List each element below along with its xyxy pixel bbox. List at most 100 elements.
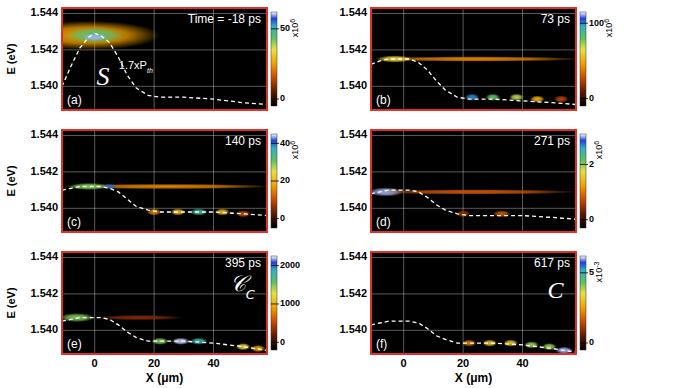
grid-line-x [522, 252, 523, 354]
annotation: S [97, 62, 110, 91]
grid-line-x [463, 252, 464, 354]
x-tick-label: 0 [401, 357, 407, 369]
panel-frame [371, 130, 576, 232]
potential-curve [371, 321, 576, 352]
colorbar [580, 12, 586, 106]
colorbar-scale-base: x10 [604, 23, 614, 38]
colorbar-scale: x106 [289, 141, 301, 160]
y-axis-title: E (eV) [5, 43, 17, 75]
colorbar-tick [271, 342, 279, 343]
y-tick-label: 1.540 [30, 201, 58, 213]
y-tick-label: 1.540 [339, 323, 367, 335]
y-tick-label: 1.542 [30, 43, 58, 55]
panel-frame [62, 252, 267, 354]
y-tick-label: 1.540 [30, 79, 58, 91]
colorbar-scale: x106 [289, 19, 301, 38]
colorbar-tick [271, 218, 279, 219]
colorbar-scale-exp: 6 [289, 19, 296, 23]
emission-spot [493, 210, 511, 217]
x-tick-label: 40 [516, 357, 528, 369]
colorbar-tick [580, 219, 588, 220]
emission-spot [65, 27, 124, 43]
emission-spot [503, 339, 518, 346]
annotation: 𝒞C [230, 271, 256, 302]
y-axis-title: E (eV) [5, 287, 17, 319]
emission-spot [190, 338, 208, 345]
grid-line-y [371, 171, 576, 172]
time-label: 73 ps [541, 12, 570, 26]
y-tick-label: 1.540 [339, 201, 367, 213]
plot-area [371, 8, 576, 110]
colorbar-tick-label: 0 [280, 93, 285, 103]
plot-background [371, 252, 576, 354]
colorbar-tick-label: 2 [589, 159, 594, 169]
colorbar [580, 256, 586, 350]
colorbar-scale-exp: 6 [593, 141, 600, 145]
y-tick-label: 1.544 [339, 128, 367, 140]
colorbar-scale-base: x10 [290, 23, 300, 38]
x-tick-label: 20 [148, 357, 160, 369]
panel-frame [62, 8, 267, 110]
panel-frame [62, 130, 267, 232]
colorbar [271, 12, 277, 106]
colorbar-tick-label: 0 [280, 213, 285, 223]
emission-spot [95, 315, 184, 320]
emission-spot [102, 184, 117, 189]
annotation: C [547, 277, 564, 303]
grid-line-y [371, 208, 576, 209]
colorbar-tick-label: 50 [280, 23, 290, 33]
x-tick-label: 40 [207, 357, 219, 369]
colorbar-scale-exp: 6 [603, 19, 610, 23]
colorbar-tick-label: 0 [589, 214, 594, 224]
panel-letter: (e) [67, 337, 82, 351]
colorbar-tick [580, 272, 588, 273]
y-tick-label: 1.544 [339, 6, 367, 18]
grid-line-x [213, 130, 214, 232]
colorbar-tick [580, 98, 588, 99]
time-label: 617 ps [534, 256, 570, 270]
y-tick-label: 1.542 [339, 287, 367, 299]
colorbar-tick [271, 143, 279, 144]
y-tick-label: 1.542 [339, 43, 367, 55]
colorbar-tick-label: 1000 [280, 298, 300, 308]
panel-frame [371, 252, 576, 354]
annotation-text: C [547, 277, 564, 303]
x-tick-label: 20 [457, 357, 469, 369]
colorbar-tick [271, 28, 279, 29]
y-tick-label: 1.544 [30, 250, 58, 262]
potential-curve [62, 318, 267, 351]
annotation: 1.7xPth [119, 59, 153, 74]
colorbar-scale: x10-3 [593, 262, 605, 283]
colorbar-scale-base: x10 [594, 268, 604, 283]
y-tick-label: 1.540 [339, 79, 367, 91]
plot-background [62, 130, 267, 232]
grid-line-y [371, 293, 576, 294]
grid-line-x [522, 130, 523, 232]
colorbar-tick [580, 164, 588, 165]
y-tick-label: 1.540 [30, 323, 58, 335]
x-axis-title: X (μm) [146, 371, 183, 385]
colorbar-tick [271, 303, 279, 304]
grid-line-y [62, 330, 267, 331]
colorbar-tick [271, 98, 279, 99]
x-axis-title: X (μm) [455, 371, 492, 385]
annotation-sub: C [246, 286, 256, 301]
grid-line-x [213, 252, 214, 354]
colorbar [580, 134, 586, 228]
plot-background [62, 252, 267, 354]
panel-letter: (f) [376, 337, 387, 351]
grid-line-x [403, 252, 404, 354]
time-label: 140 ps [225, 134, 261, 148]
colorbar-tick-label: 20 [280, 175, 290, 185]
colorbar-tick [271, 181, 279, 182]
grid-line-y [371, 86, 576, 87]
panel-letter: (c) [67, 215, 81, 229]
colorbar-tick [580, 342, 588, 343]
grid-line-x [403, 130, 404, 232]
x-tick-label: 0 [92, 357, 98, 369]
time-label: 395 ps [225, 256, 261, 270]
colorbar-scale-base: x10 [290, 145, 300, 160]
colorbar-scale: x106 [593, 141, 605, 160]
time-label: Time = -18 ps [188, 12, 261, 26]
grid-line-x [94, 252, 95, 354]
